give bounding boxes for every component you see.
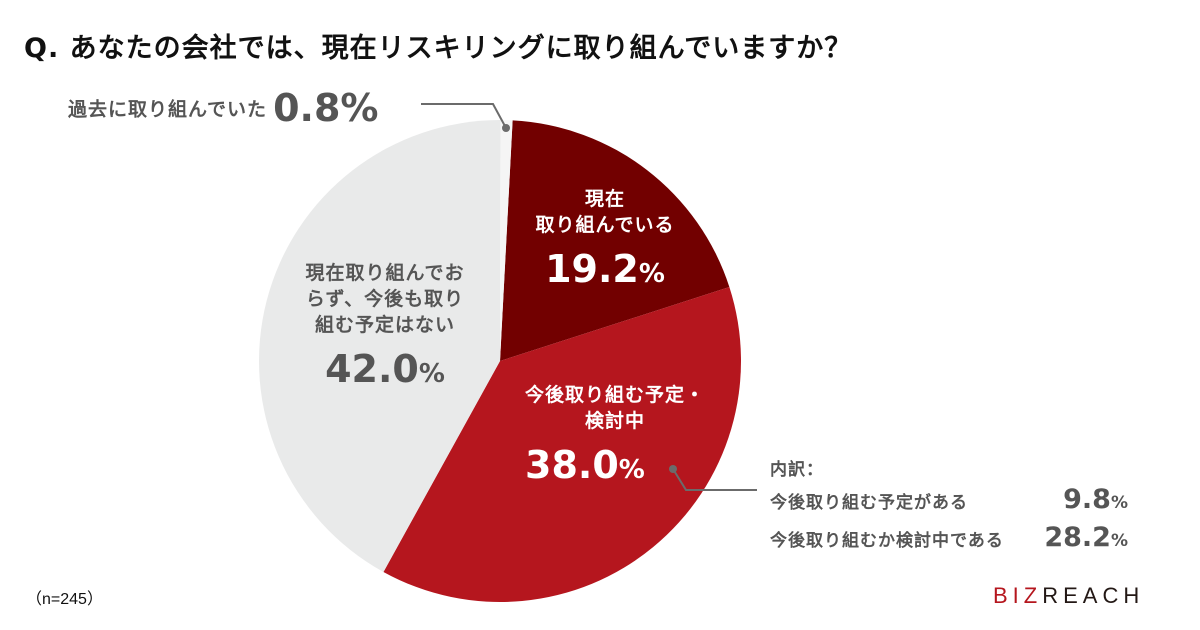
slice-planned bbox=[383, 287, 742, 602]
planned-label-line2: 検討中 bbox=[584, 410, 645, 432]
breakdown-label: 今後取り組む予定がある bbox=[770, 493, 968, 513]
breakdown-label: 今後取り組むか検討中である bbox=[770, 531, 1004, 551]
none-value: 42.0% bbox=[325, 347, 445, 391]
past-leader-dot bbox=[502, 124, 510, 132]
slice-current bbox=[500, 120, 730, 361]
slice-label-none: 現在取り組んでお らず、今後も取り 組む予定はない 42.0% bbox=[285, 260, 485, 397]
sample-size-note: （n=245） bbox=[26, 591, 103, 608]
slice-label-past: 過去に取り組んでいた 0.8% bbox=[68, 86, 378, 130]
slice-label-current: 現在 取り組んでいる 19.2% bbox=[520, 186, 690, 297]
slice-past bbox=[500, 120, 513, 362]
none-label-line1: 現在取り組んでお bbox=[305, 262, 465, 284]
breakdown-row: 今後取り組むか検討中である 28.2% bbox=[770, 522, 1128, 560]
pie-slices bbox=[259, 119, 742, 602]
breakdown-leader-dot bbox=[669, 465, 677, 473]
chart-title: Q. あなたの会社では、現在リスキリングに取り組んでいますか？ bbox=[24, 33, 853, 64]
planned-value: 38.0% bbox=[525, 443, 645, 487]
breakdown-row: 今後取り組む予定がある 9.8% bbox=[770, 484, 1128, 522]
breakdown-value: 28.2% bbox=[1044, 522, 1128, 553]
none-label-line2: らず、今後も取り bbox=[305, 288, 465, 310]
slice-label-planned: 今後取り組む予定・ 検討中 38.0% bbox=[505, 382, 725, 493]
breakdown-header: 内訳： bbox=[770, 460, 824, 480]
past-label: 過去に取り組んでいた bbox=[68, 98, 268, 121]
planned-label-line1: 今後取り組む予定・ bbox=[524, 384, 705, 406]
bizreach-logo: BIZREACH bbox=[993, 583, 1145, 608]
none-label-line3: 組む予定はない bbox=[314, 314, 455, 336]
slice-none bbox=[259, 119, 501, 572]
breakdown-panel: 内訳： 今後取り組む予定がある 9.8% 今後取り組むか検討中である 28.2% bbox=[770, 456, 1128, 560]
past-leader-line bbox=[421, 103, 507, 129]
past-value: 0.8% bbox=[273, 86, 379, 130]
breakdown-value: 9.8% bbox=[1063, 484, 1128, 515]
current-label-line1: 現在 bbox=[584, 188, 625, 210]
current-value: 19.2% bbox=[545, 247, 665, 291]
current-label-line2: 取り組んでいる bbox=[535, 214, 675, 236]
breakdown-leader-line bbox=[672, 468, 757, 491]
